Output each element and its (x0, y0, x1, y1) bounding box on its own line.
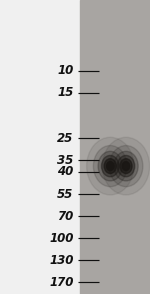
FancyBboxPatch shape (80, 0, 150, 294)
Text: 35: 35 (57, 154, 74, 167)
Ellipse shape (117, 156, 135, 177)
Ellipse shape (122, 162, 130, 171)
Text: 40: 40 (57, 166, 74, 178)
Ellipse shape (109, 146, 143, 187)
Ellipse shape (102, 137, 150, 195)
Text: 55: 55 (57, 188, 74, 201)
Text: 170: 170 (49, 276, 74, 289)
Ellipse shape (87, 137, 134, 195)
Text: 10: 10 (57, 64, 74, 77)
Text: 130: 130 (49, 254, 74, 267)
Text: 25: 25 (57, 132, 74, 145)
Ellipse shape (114, 151, 138, 181)
Ellipse shape (104, 159, 116, 173)
Ellipse shape (120, 159, 132, 173)
Ellipse shape (98, 151, 122, 181)
Ellipse shape (106, 162, 114, 171)
Ellipse shape (93, 146, 127, 187)
Ellipse shape (101, 156, 119, 177)
Text: 15: 15 (57, 86, 74, 99)
Text: 70: 70 (57, 210, 74, 223)
Text: 100: 100 (49, 232, 74, 245)
